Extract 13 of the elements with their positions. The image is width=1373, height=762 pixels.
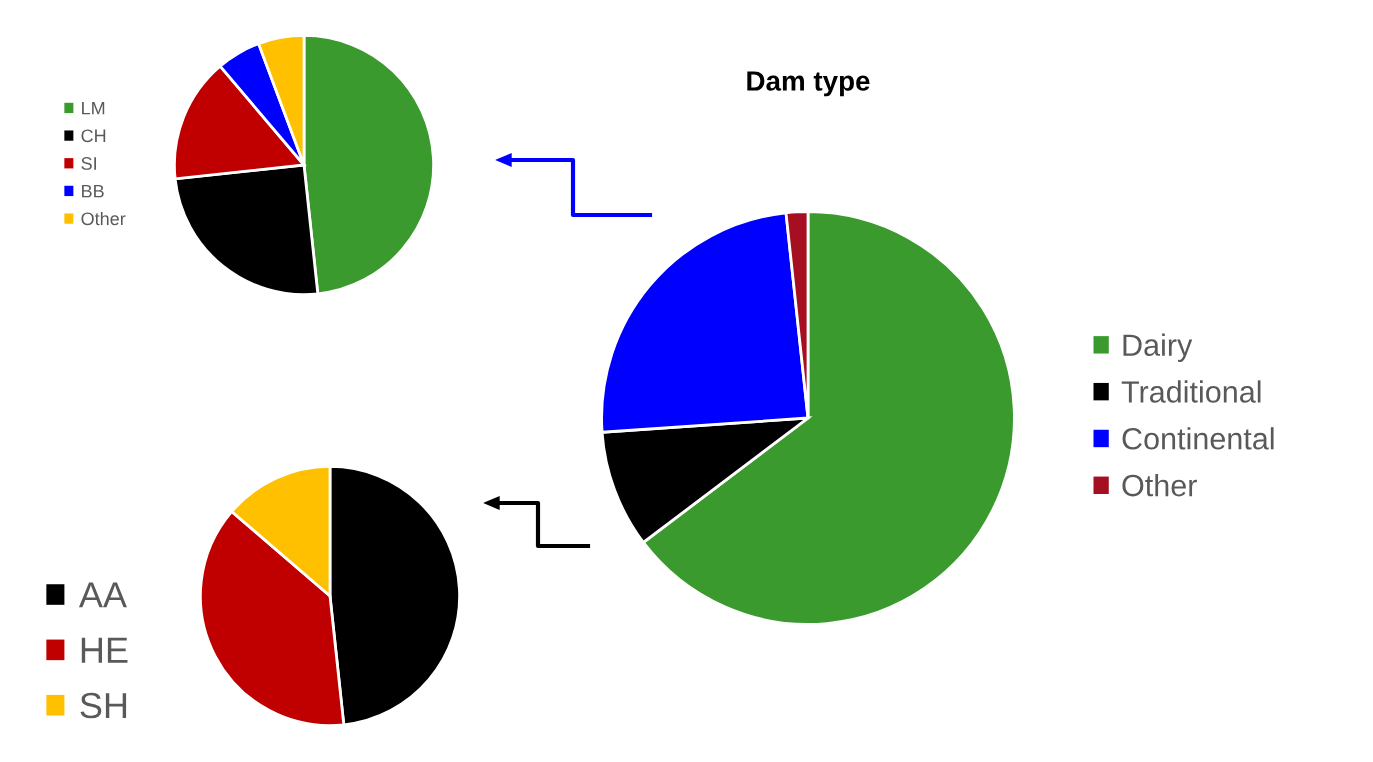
legend-label: Dairy [1123,333,1193,363]
legend-label: HE [81,637,128,663]
legend-label: Continental [1122,427,1274,450]
legend-label: SI [81,157,96,170]
chart-title: Dam type [747,71,870,97]
legend-label: Traditional [1121,380,1261,403]
legend-label: Other [81,211,126,226]
legend-label: Other [1122,473,1197,497]
legend-label: AA [78,582,127,608]
legend-label: LM [82,101,105,115]
legend-label: BB [82,184,104,198]
legend-label: CH [81,129,106,143]
legend-label: SH [80,692,127,719]
